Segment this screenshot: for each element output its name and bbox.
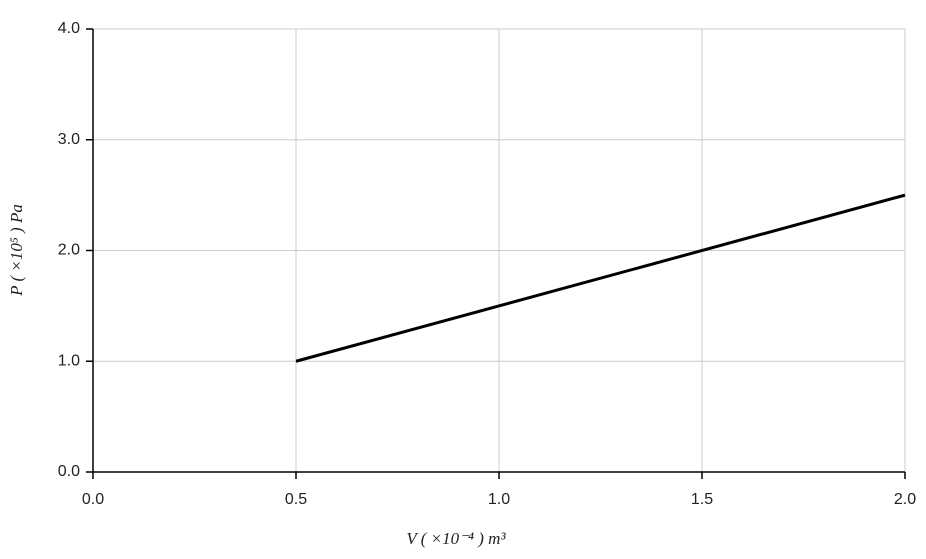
x-axis-label: V ( ×10⁻⁴ ) m³	[406, 529, 506, 548]
y-tick-label: 0.0	[58, 463, 80, 480]
y-tick-label: 4.0	[58, 20, 80, 37]
x-tick-label: 1.0	[488, 491, 510, 508]
y-axis-label: P ( ×10⁵ ) Pa	[7, 204, 26, 297]
y-tick-label: 2.0	[58, 242, 80, 259]
x-tick-label: 2.0	[894, 491, 916, 508]
x-tick-label: 0.5	[285, 491, 307, 508]
y-tick-label: 1.0	[58, 352, 80, 369]
x-tick-label: 1.5	[691, 491, 713, 508]
y-tick-label: 3.0	[58, 131, 80, 148]
data-line	[295, 193, 906, 363]
x-tick-label: 0.0	[82, 491, 104, 508]
